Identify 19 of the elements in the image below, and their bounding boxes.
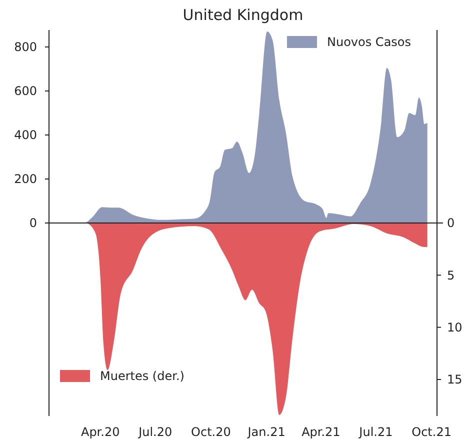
y2-tick-label: 0 (447, 216, 455, 230)
y2-tick-label: 5 (447, 268, 455, 282)
x-tick-label: Jan.21 (246, 425, 286, 439)
y2-tick-label: 15 (447, 372, 462, 387)
y-tick-label: 0 (29, 216, 37, 230)
x-tick-label: Jul.20 (138, 425, 172, 439)
legend-label: Nuovos Casos (327, 35, 412, 50)
y-tick-label: 600 (14, 84, 37, 98)
legend-label: Muertes (der.) (100, 369, 184, 384)
chart-title: United Kingdom (182, 6, 304, 24)
y-tick-label: 400 (14, 128, 37, 142)
x-tick-label: Apr.21 (302, 425, 340, 439)
y-tick-label: 200 (14, 172, 37, 186)
x-tick-label: Apr.20 (80, 425, 120, 439)
y-tick-label: 800 (14, 40, 37, 54)
y2-tick-label: 10 (447, 320, 462, 335)
x-tick-label: Oct.20 (191, 425, 231, 439)
x-tick-label: Oct.21 (412, 425, 452, 439)
x-tick-label: Jul.21 (358, 425, 393, 439)
